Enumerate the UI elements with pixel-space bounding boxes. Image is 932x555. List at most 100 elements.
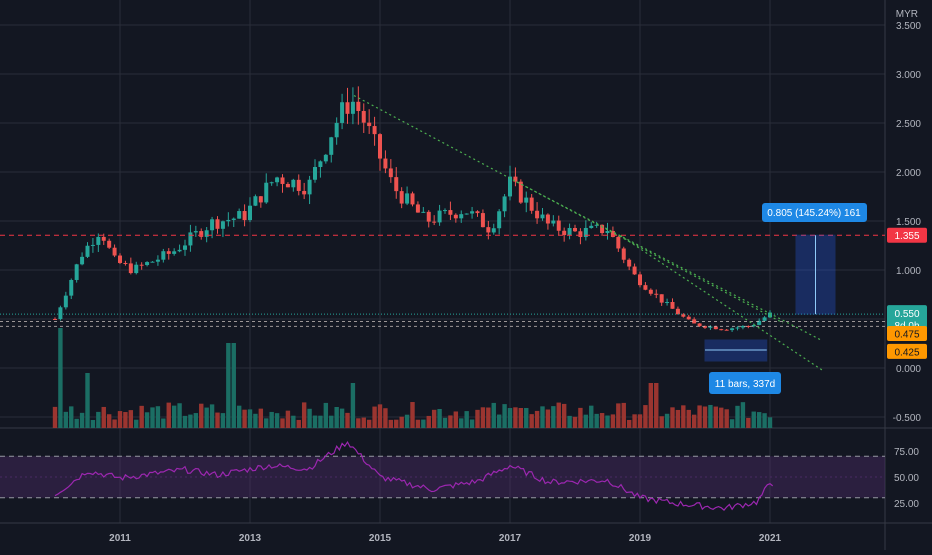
candle-body [675,308,680,315]
volume-bar [236,405,242,428]
volume-bar [117,411,123,428]
candle-body [567,228,572,236]
candle-body [594,224,599,226]
volume-bar [545,409,551,428]
candle-body [307,179,312,195]
volume-bar [524,408,529,428]
candle-body [302,190,307,195]
volume-bar [63,411,69,428]
volume-bar [291,415,296,428]
volume-bar [106,414,112,428]
candle-body [383,158,388,169]
volume-bar [421,419,426,428]
candle-body [610,230,615,237]
candle-body [367,122,372,127]
volume-bar [366,419,372,428]
trendline [353,95,784,324]
candle-body [762,317,767,321]
candle-body [562,230,567,236]
volume-bar [258,408,264,428]
candle-body [480,213,485,228]
volume-bar [756,412,762,428]
volume-bar [329,415,334,428]
candle-body [692,319,697,324]
candle-body [583,227,588,237]
volume-bar [475,409,480,428]
candle-body [210,219,215,231]
candle-body [161,251,166,260]
currency-label: MYR [896,9,918,20]
volume-bar [339,408,345,428]
volume-bar [123,412,128,428]
volume-bar [654,383,659,428]
volume-bar [437,409,442,428]
volume-bar [767,417,773,428]
candle-body [697,323,702,327]
candle-body [508,176,512,197]
trendline [516,181,823,342]
candle-body [589,225,594,228]
candle-body [334,122,339,138]
candle-body [394,177,399,192]
candle-body [746,326,751,328]
volume-bar [459,418,464,428]
candle-body [269,182,274,184]
volume-bar [729,419,735,428]
candle-body [713,326,718,330]
candle-body [237,211,242,219]
volume-bar [469,419,475,428]
volume-bar [361,417,366,428]
volume-bar [215,412,220,428]
volume-bar [583,414,589,428]
candle-body [437,210,442,223]
price-tick-label: 1.500 [896,217,921,228]
volume-bar [491,402,496,428]
volume-bar [616,403,621,428]
candle-body [220,221,225,229]
volume-bar [762,413,767,428]
candle-body [345,102,350,114]
badge-bg [887,325,927,341]
volume-bar [226,343,231,428]
volume-bar [269,411,274,428]
candle-body [724,329,729,331]
volume-bar [496,414,502,428]
level-a-badge: 0.475 [894,329,919,340]
volume-bar [556,402,561,428]
candle-body [356,101,361,112]
candle-body [264,182,269,203]
rsi-tick-label: 75.00 [894,447,919,458]
volume-bar [486,407,491,428]
candle-body [524,197,529,203]
volume-bar [697,405,702,428]
volume-bar [301,402,307,428]
candle-body [350,101,355,114]
volume-bar [383,408,388,428]
volume-bar [296,419,301,428]
horizontal-levels[interactable] [0,234,885,327]
volume-bar [551,406,556,428]
candle-body [166,251,171,254]
trendlines[interactable] [353,95,823,371]
candle-body [432,221,437,223]
volume-bar [372,406,377,428]
candle-body [730,328,735,331]
volume-bar [312,415,318,428]
volume-bar [155,406,161,428]
candle-body [291,179,296,188]
candle-body [134,264,139,274]
time-tick-label: 2013 [239,533,262,544]
volume-bar [502,404,507,428]
candle-body [464,213,469,215]
price-badges: 1.355 0.550 8d 0h 0.475 0.425 [887,227,927,359]
candle-body [518,181,523,203]
measure-tools[interactable]: 0.805 (145.24%) 161 11 bars, 337d [704,203,867,394]
volume-bar [101,406,106,428]
volume-bar [610,414,616,428]
volume-bar [404,414,410,428]
candle-body [388,168,393,178]
rsi-tick-label: 50.00 [894,473,919,484]
badge-bg [887,343,927,359]
